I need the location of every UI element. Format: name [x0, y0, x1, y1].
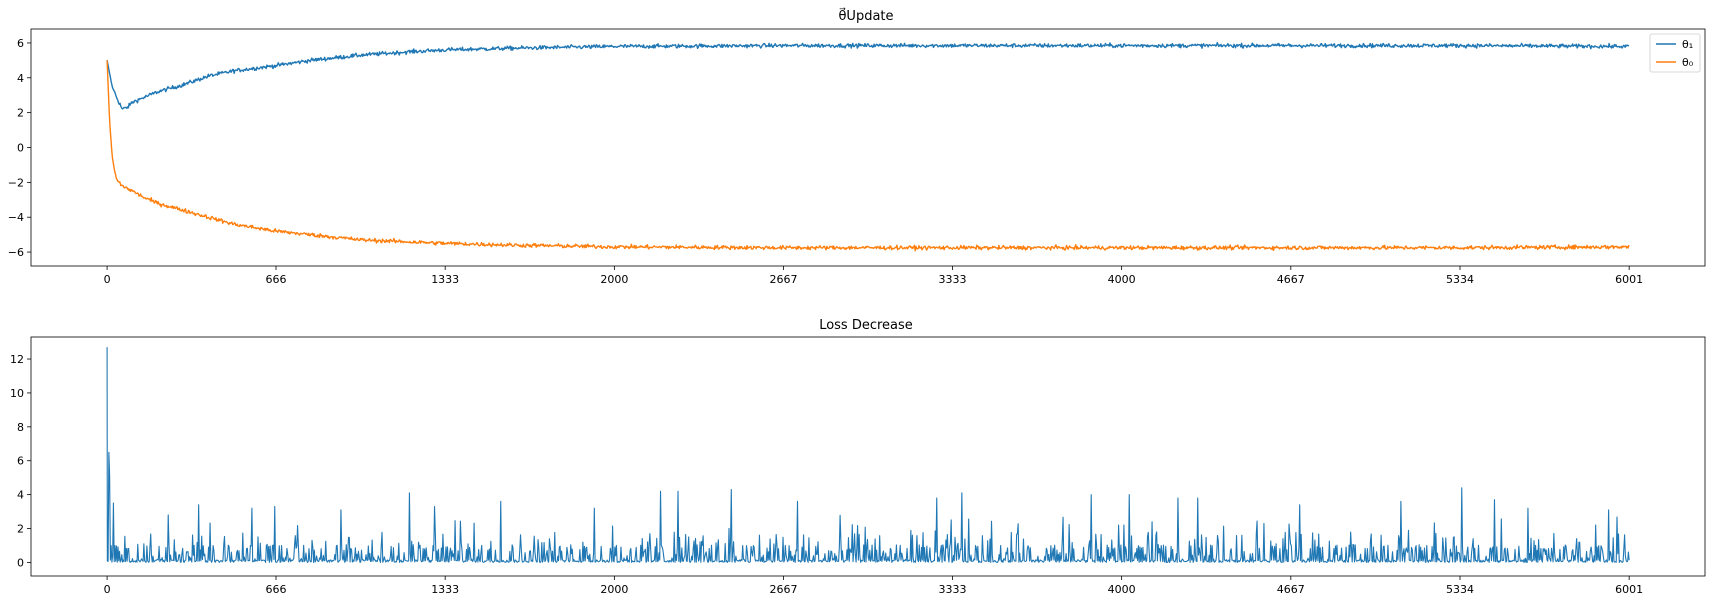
theta-update-y-tick-label: 2 [17, 107, 24, 120]
loss-decrease-y-axis: 12 10 8 6 4 2 0 [10, 353, 31, 569]
loss-decrease-x-tick-label: 1333 [431, 583, 459, 596]
loss-decrease-x-tick-label: 5334 [1446, 583, 1474, 596]
loss-decrease-subplot: Loss Decrease 0 666 1333 2000 2667 3333 4000 46… [10, 318, 1706, 596]
theta-update-y-tick-label: −2 [8, 176, 24, 189]
loss-decrease-x-tick-label: 0 [104, 583, 111, 596]
loss-decrease-y-tick-label: 4 [17, 489, 24, 502]
loss-decrease-x-tick-label: 666 [266, 583, 287, 596]
loss-decrease-x-tick-label: 6001 [1615, 583, 1643, 596]
loss-decrease-series-group [106, 347, 1630, 563]
theta-update-series-group [106, 41, 1630, 252]
theta-update-y-axis: 6 4 2 0 −2 −4 −6 [8, 37, 31, 259]
theta-update-x-tick-label: 2667 [770, 273, 798, 286]
loss-decrease-y-tick-label: 6 [17, 455, 24, 468]
theta-update-x-tick-label: 4000 [1108, 273, 1136, 286]
loss-decrease-x-axis: 0 666 1333 2000 2667 3333 4000 4667 5334 6001 [104, 576, 1643, 596]
theta-update-title: θ⃗Update [838, 8, 893, 24]
theta-update-x-tick-label: 1333 [431, 273, 459, 286]
legend-label-theta0: θ₀ [1682, 56, 1694, 69]
legend-label-theta1: θ₁ [1682, 38, 1693, 51]
theta-update-x-tick-label: 666 [266, 273, 287, 286]
loss-decrease-x-tick-label: 2667 [770, 583, 798, 596]
theta-update-x-axis: 0 666 1333 2000 2667 3333 4000 4667 5334 6001 [104, 266, 1643, 286]
loss-decrease-title: Loss Decrease [819, 318, 913, 333]
theta-update-subplot: θ⃗Update 0 666 1333 2000 2667 3333 4000 4667 533… [8, 8, 1706, 286]
loss-decrease-y-tick-label: 8 [17, 421, 24, 434]
loss-decrease-x-tick-label: 3333 [938, 583, 966, 596]
loss-decrease-y-tick-label: 10 [10, 387, 24, 400]
theta-update-legend: θ₁ θ₀ [1649, 33, 1701, 73]
theta-update-y-tick-label: 6 [17, 37, 24, 50]
theta-update-y-tick-label: 4 [17, 72, 24, 85]
loss-decrease-x-tick-label: 4667 [1277, 583, 1305, 596]
theta-update-y-tick-label: −4 [8, 211, 24, 224]
series-line-loss [106, 347, 1630, 563]
loss-decrease-plot-frame [30, 336, 1706, 577]
theta-update-x-tick-label: 6001 [1615, 273, 1643, 286]
series-line-theta1 [106, 41, 1630, 110]
loss-decrease-y-tick-label: 0 [17, 556, 24, 569]
theta-update-x-tick-label: 0 [104, 273, 111, 286]
theta-update-x-tick-label: 5334 [1446, 273, 1474, 286]
series-line-theta0 [106, 60, 1630, 252]
theta-update-x-tick-label: 4667 [1277, 273, 1305, 286]
theta-update-y-tick-label: 0 [17, 142, 24, 155]
loss-decrease-y-tick-label: 2 [17, 523, 24, 536]
theta-update-x-tick-label: 3333 [938, 273, 966, 286]
theta-update-x-tick-label: 2000 [600, 273, 628, 286]
loss-decrease-x-tick-label: 4000 [1108, 583, 1136, 596]
theta-update-y-tick-label: −6 [8, 246, 24, 259]
loss-decrease-y-tick-label: 12 [10, 353, 24, 366]
loss-decrease-x-tick-label: 2000 [600, 583, 628, 596]
